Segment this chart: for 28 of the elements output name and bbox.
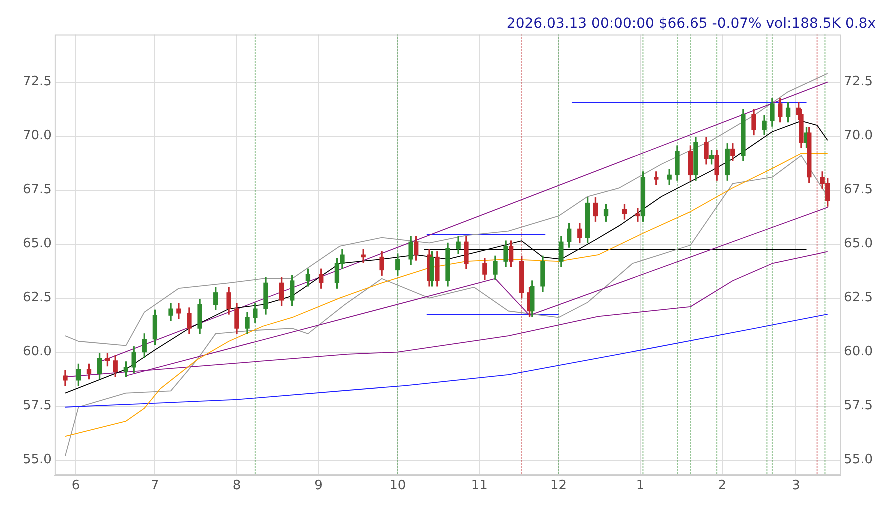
y2-tick-label: 55.0 (844, 452, 874, 468)
y-tick-label: 60.0 (22, 344, 52, 360)
x-tick-label: 12 (550, 478, 568, 494)
y-tick-label: 62.5 (22, 290, 52, 306)
candlestick (636, 208, 640, 222)
y2-tick-label: 65.0 (844, 236, 874, 252)
x-tick-label: 3 (792, 478, 800, 494)
x-tick-label: 8 (232, 478, 242, 494)
x-tick-label: 9 (314, 478, 323, 494)
y2-tick-label: 67.5 (844, 182, 874, 198)
y2-tick-label: 70.0 (844, 128, 874, 144)
y2-tick-label: 62.5 (844, 290, 874, 306)
y-tick-label: 67.5 (22, 182, 52, 198)
x-tick-label: 10 (390, 478, 406, 494)
x-tick-label: 11 (471, 478, 488, 494)
x-tick-label: 1 (636, 478, 645, 494)
y-tick-label: 65.0 (22, 236, 52, 252)
y-tick-label: 70.0 (22, 128, 52, 144)
y-tick-label: 55.0 (22, 452, 52, 468)
y2-tick-label: 57.5 (844, 398, 874, 414)
y-tick-label: 72.5 (22, 74, 52, 90)
x-tick-label: 2 (718, 478, 726, 494)
x-tick-label: 6 (72, 478, 80, 494)
x-tick-label: 7 (151, 478, 160, 494)
y-tick-label: 57.5 (22, 398, 52, 414)
chart-title: 2026.03.13 00:00:00 $66.65 -0.07% vol:188.5K 0.8x (506, 16, 876, 32)
y2-tick-label: 60.0 (844, 344, 874, 360)
y2-tick-label: 72.5 (844, 74, 874, 90)
